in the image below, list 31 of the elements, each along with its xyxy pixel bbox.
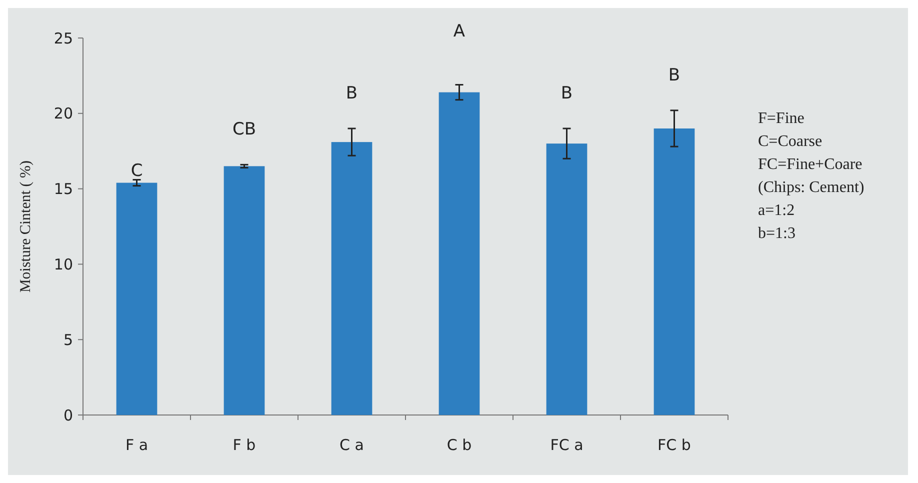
bar — [224, 166, 265, 415]
x-tick-label: F a — [125, 436, 148, 454]
y-tick-label: 25 — [54, 29, 73, 48]
annotation: B — [560, 83, 573, 104]
text: C=Coarse — [758, 133, 822, 150]
text: b=1:3 — [758, 225, 796, 242]
bar — [331, 142, 372, 415]
x-tick-label: C b — [446, 436, 472, 454]
bar — [438, 92, 480, 415]
y-axis-title: Moisture Cintent ( %) — [18, 160, 34, 293]
bar — [546, 144, 588, 415]
x-tick-label: FC a — [550, 436, 584, 454]
y-tick-label: 0 — [63, 406, 73, 424]
x-tick-label: F b — [232, 436, 256, 454]
text: F=Fine — [758, 110, 804, 127]
text: a=1:2 — [758, 202, 795, 219]
annotation: C — [130, 160, 143, 181]
x-tick-label: C a — [340, 436, 364, 454]
text: (Chips: Cement) — [758, 179, 864, 196]
y-tick-label: 10 — [54, 255, 73, 274]
y-tick-label: 5 — [63, 330, 73, 349]
bar — [116, 182, 158, 415]
annotation: CB — [232, 120, 256, 140]
annotation: B — [668, 65, 680, 86]
x-tick-label: FC b — [658, 436, 691, 454]
text: FC=Fine+Coare — [758, 156, 862, 173]
annotation: B — [346, 83, 358, 104]
bar — [654, 128, 695, 415]
annotation: A — [453, 22, 466, 42]
y-tick-label: 15 — [54, 180, 73, 198]
y-tick-label: 20 — [54, 104, 73, 123]
